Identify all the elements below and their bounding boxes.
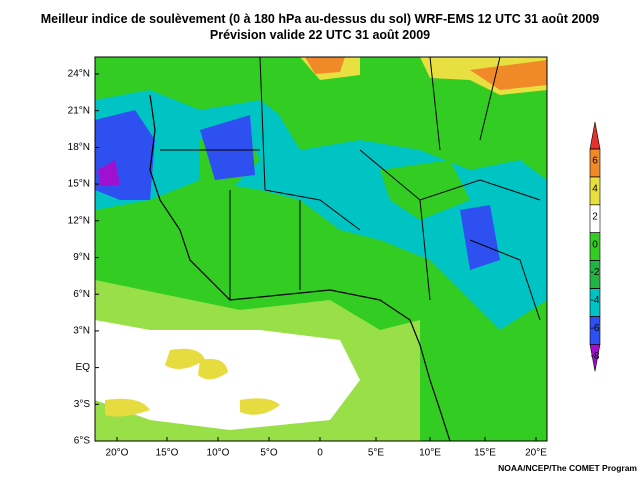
colorbar-label: -4 xyxy=(591,295,600,306)
colorbar-label: 0 xyxy=(592,239,598,250)
map-frame xyxy=(94,56,548,442)
colorbar-label: -8 xyxy=(591,351,600,362)
field-purple xyxy=(98,160,120,186)
lat-label: 12°N xyxy=(68,215,90,226)
lon-label: 5°O xyxy=(260,448,278,459)
lon-label: 15°O xyxy=(156,448,179,459)
lat-label: 24°N xyxy=(68,69,90,80)
lat-label: 3°S xyxy=(74,399,91,410)
coastline xyxy=(149,94,451,441)
lat-label: EQ xyxy=(76,362,91,373)
borders xyxy=(160,57,541,321)
field-ocean-white xyxy=(95,320,360,430)
lat-label: 6°N xyxy=(73,289,90,300)
lat-label: 9°N xyxy=(73,252,90,263)
lon-label: 20°E xyxy=(525,448,547,459)
field-orange xyxy=(305,57,547,90)
lon-label: 0 xyxy=(317,448,323,459)
colorbar-label: -2 xyxy=(591,267,600,278)
field-yellow-north xyxy=(300,57,547,95)
colorbar-label: 6 xyxy=(592,156,598,167)
lat-label: 15°N xyxy=(68,179,90,190)
colorbar-cap-top xyxy=(589,121,601,150)
lon-label: 5°E xyxy=(368,448,385,459)
field-blue xyxy=(95,110,500,270)
lat-label: 6°S xyxy=(74,436,91,447)
colorbar-label: 4 xyxy=(592,184,598,195)
title: Meilleur indice de soulèvement (0 à 180 … xyxy=(41,12,600,26)
lat-label: 3°N xyxy=(73,326,90,337)
lon-label: 15°E xyxy=(474,448,496,459)
lat-label: 18°N xyxy=(68,142,90,153)
subtitle: Prévision valide 22 UTC 31 août 2009 xyxy=(210,28,430,42)
credit: NOAA/NCEP/The COMET Program xyxy=(498,463,637,473)
field-yellow xyxy=(105,348,280,417)
lon-label: 10°O xyxy=(207,448,230,459)
lon-label: 10°E xyxy=(419,448,441,459)
map-field xyxy=(95,57,547,441)
colorbar-label: 2 xyxy=(592,211,598,222)
field-green-patch xyxy=(200,90,470,220)
colorbar-label: -6 xyxy=(591,323,600,334)
lon-label: 20°O xyxy=(106,448,129,459)
lat-label: 21°N xyxy=(68,105,90,116)
